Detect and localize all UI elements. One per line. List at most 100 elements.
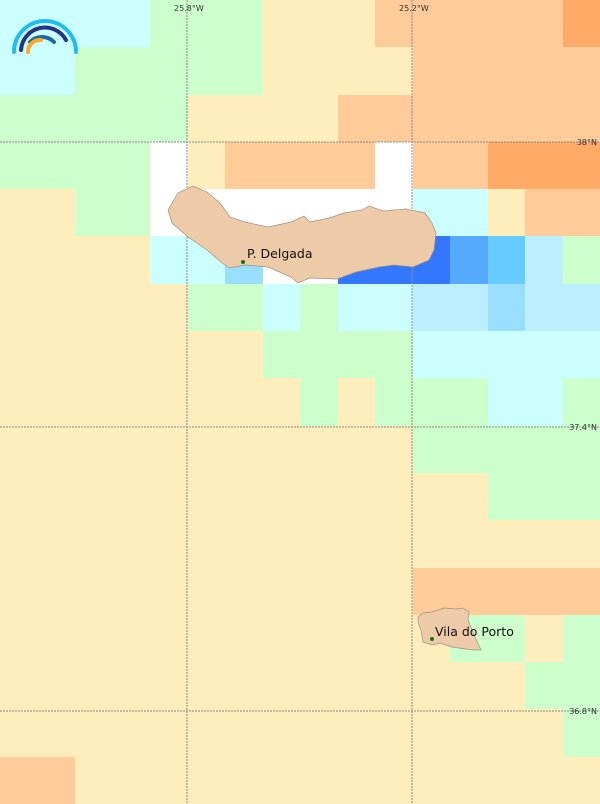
grid-cell [450,662,488,710]
grid-cell [450,189,488,237]
grid-cell [150,94,188,143]
grid-cell [562,141,600,190]
grid-cell [225,709,263,758]
grid-cell [337,662,376,710]
grid-cell [562,94,600,143]
town-marker-vila-do-porto [430,637,434,641]
grid-cell [487,236,526,285]
grid-cell [337,378,376,427]
grid-cell [525,236,563,285]
grid-cell [37,709,76,758]
grid-cell [525,472,563,521]
lon-label-25-8w: 25.8°W [174,4,204,13]
grid-cell [375,47,413,96]
grid-cell [487,662,526,710]
grid-cell [0,189,38,237]
place-label-p-delgada: P. Delgada [247,246,313,261]
grid-cell [450,472,488,521]
grid-cell [525,567,563,616]
grid-cell [112,283,151,332]
grid-cell [300,0,338,48]
grid-cell [0,331,38,379]
lat-label-36-8n: 36.8°N [569,707,597,716]
grid-cell [187,567,226,616]
grid-cell [375,425,413,474]
grid-cell [75,94,113,143]
place-label-vila-do-porto: Vila do Porto [435,624,514,639]
grid-cell [112,662,151,710]
grid-cell [450,425,488,474]
grid-cell [37,378,76,427]
grid-cell [150,756,188,804]
grid-cell [412,331,451,379]
grid-cell [375,331,413,379]
grid-cell [75,425,113,474]
grid-cell [0,47,38,96]
grid-cell [75,567,113,616]
grid-cell [562,0,600,48]
grid-cell [337,472,376,521]
grid-cell [450,378,488,427]
grid-cell [412,94,451,143]
grid-cell [262,709,301,758]
grid-cell [487,425,526,474]
grid-cell [112,756,151,804]
grid-cell [562,331,600,379]
grid-cell [150,709,188,758]
grid-cell [187,283,226,332]
grid-cell [412,141,451,190]
grid-cell [37,47,76,96]
grid-cell [375,378,413,427]
grid-cell [187,378,226,427]
grid-cell [337,283,376,332]
grid-cell [262,141,301,190]
grid-cell [37,567,76,616]
grid-cell [487,378,526,427]
grid-cell [0,141,38,190]
grid-cell [487,614,526,663]
grid-cell [262,520,301,569]
grid-cell [187,709,226,758]
grid-cell [187,472,226,521]
grid-cell [412,0,451,48]
grid-cell [150,425,188,474]
grid-cell [412,520,451,569]
grid-cell [450,141,488,190]
grid-cell [112,0,151,48]
grid-cell [37,189,76,237]
grid-cell [225,520,263,569]
grid-cell [375,141,413,190]
grid-cell [37,662,76,710]
grid-cell [75,709,113,758]
grid-cell [562,472,600,521]
grid-cell [112,709,151,758]
grid-cell [37,614,76,663]
grid-cell [150,47,188,96]
grid-cell [375,283,413,332]
grid-cell [300,520,338,569]
grid-cell [262,283,301,332]
grid-cell [225,378,263,427]
town-marker-p-delgada [241,260,245,264]
grid-cell [412,756,451,804]
grid-cell [562,47,600,96]
grid-cell [525,614,563,663]
grid-cell [0,472,38,521]
grid-cell [0,614,38,663]
grid-cell [187,0,226,48]
grid-cell [150,567,188,616]
grid-cell [75,331,113,379]
grid-cell [300,47,338,96]
grid-cell [487,141,526,190]
grid-cell [262,472,301,521]
grid-cell [75,662,113,710]
grid-cell [112,567,151,616]
grid-cell [562,378,600,427]
grid-cell [75,472,113,521]
grid-cell [225,331,263,379]
grid-cell [150,331,188,379]
grid-cell [562,236,600,285]
grid-cell [75,520,113,569]
grid-cell [112,425,151,474]
